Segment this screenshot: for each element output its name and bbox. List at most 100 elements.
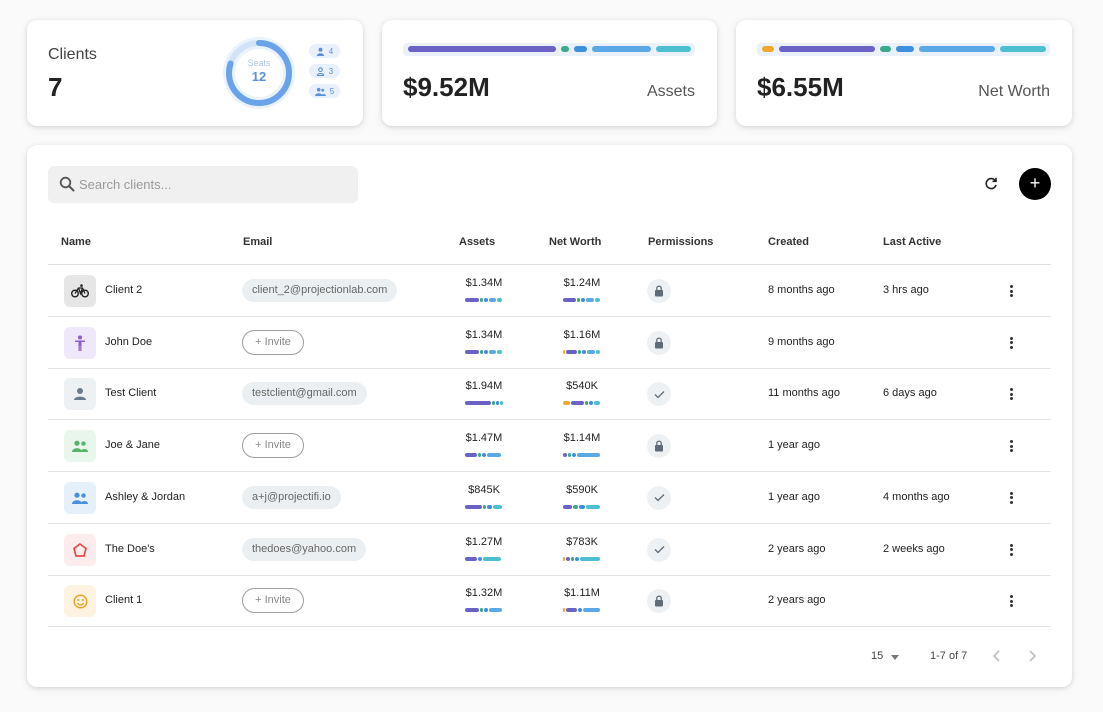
permission-granted-badge[interactable] xyxy=(647,537,671,562)
networth-allocation-bar xyxy=(757,43,1050,56)
invite-button[interactable]: + Invite xyxy=(242,433,304,459)
allocation-segment xyxy=(480,298,483,302)
last-active: 2 weeks ago xyxy=(883,542,945,555)
more-vert-icon[interactable] xyxy=(1005,542,1017,558)
networth-allocation-bar xyxy=(563,556,601,561)
table-row[interactable]: Ashley & Jordan a+j@projectifi.io $845K $59… xyxy=(48,472,1051,524)
add-client-button[interactable]: + xyxy=(1019,168,1051,200)
invite-button[interactable]: + Invite xyxy=(242,588,304,614)
allocation-segment xyxy=(496,401,499,406)
allocation-segment xyxy=(480,349,483,354)
allocation-segment xyxy=(465,556,477,561)
group-icon xyxy=(72,492,88,504)
table-row[interactable]: The Doe's thedoes@yahoo.com $1.27M $783K 2 y… xyxy=(48,524,1051,576)
assets-value: $1.34M xyxy=(465,328,503,341)
seats-ring-chart xyxy=(223,37,295,109)
permission-locked-badge[interactable] xyxy=(647,279,671,303)
client-name[interactable]: Ashley & Jordan xyxy=(105,490,186,503)
column-header-last-active[interactable]: Last Active xyxy=(883,236,942,248)
allocation-segment xyxy=(596,349,600,354)
allocation-segment xyxy=(577,453,600,458)
caret-down-icon[interactable] xyxy=(891,655,899,660)
assets-allocation-bar xyxy=(465,453,503,458)
column-header-email[interactable]: Email xyxy=(243,236,273,248)
client-name[interactable]: Joe & Jane xyxy=(105,439,161,452)
more-vert-icon[interactable] xyxy=(1005,438,1017,454)
allocation-segment xyxy=(465,453,477,458)
search-input[interactable] xyxy=(79,166,349,203)
avatar xyxy=(64,585,96,618)
allocation-segment xyxy=(578,608,582,613)
table-row[interactable]: Test Client testclient@gmail.com $1.94M $54… xyxy=(48,368,1051,421)
assets-allocation-bar xyxy=(465,349,503,354)
allocation-segment xyxy=(896,46,914,52)
assets-allocation-bar xyxy=(465,504,503,509)
bicycle-icon xyxy=(71,284,89,298)
more-vert-icon[interactable] xyxy=(1005,283,1017,299)
created-date: 2 years ago xyxy=(768,542,826,555)
avatar xyxy=(64,275,96,307)
table-row[interactable]: Joe & Jane + Invite $1.47M $1.14M 1 year ago xyxy=(48,420,1051,473)
allocation-segment xyxy=(779,46,875,52)
column-header-name[interactable]: Name xyxy=(61,236,91,248)
pagination-range: 1-7 of 7 xyxy=(930,650,968,662)
more-vert-icon[interactable] xyxy=(1005,593,1017,609)
refresh-icon[interactable] xyxy=(982,175,1000,193)
networth-value: $1.16M xyxy=(563,328,601,341)
created-date: 1 year ago xyxy=(768,490,820,503)
allocation-segment xyxy=(478,453,481,458)
column-header-permissions[interactable]: Permissions xyxy=(648,236,714,248)
allocation-segment xyxy=(497,298,502,302)
permission-locked-badge[interactable] xyxy=(647,330,671,355)
allocation-segment xyxy=(592,46,651,52)
allocation-segment xyxy=(483,504,486,509)
allocation-segment xyxy=(465,349,479,354)
allocation-segment xyxy=(465,298,479,302)
allocation-segment xyxy=(578,349,581,354)
group-icon xyxy=(314,87,326,96)
allocation-segment xyxy=(583,608,600,613)
seats-count: 12 xyxy=(251,69,267,84)
permission-locked-badge[interactable] xyxy=(647,589,671,614)
allocation-segment xyxy=(493,504,502,509)
allocation-segment xyxy=(563,453,567,458)
assets-label: Assets xyxy=(646,83,695,100)
allocation-segment xyxy=(483,556,501,561)
assets-allocation-bar xyxy=(403,43,695,56)
table-row[interactable]: John Doe + Invite $1.34M $1.16M 9 months ago xyxy=(48,317,1051,369)
client-name[interactable]: Client 1 xyxy=(105,594,143,607)
chevron-right-icon[interactable] xyxy=(1025,647,1039,665)
table-row[interactable]: Client 1 + Invite $1.32M $1.11M 2 years ago xyxy=(48,575,1051,628)
client-name[interactable]: The Doe's xyxy=(105,542,155,555)
allocation-segment xyxy=(484,608,488,613)
seat-chip-count: 3 xyxy=(328,66,334,76)
permission-granted-badge[interactable] xyxy=(647,485,671,510)
client-name[interactable]: Test Client xyxy=(105,387,157,400)
person-icon xyxy=(316,47,324,56)
more-vert-icon[interactable] xyxy=(1005,490,1017,506)
column-header-net-worth[interactable]: Net Worth xyxy=(549,236,602,248)
permission-locked-badge[interactable] xyxy=(647,434,671,459)
allocation-segment xyxy=(563,504,572,509)
allocation-segment xyxy=(1000,46,1046,52)
more-vert-icon[interactable] xyxy=(1005,335,1017,351)
permission-granted-badge[interactable] xyxy=(647,382,671,407)
invite-button[interactable]: + Invite xyxy=(242,329,304,355)
assets-total: $9.52M xyxy=(403,72,490,102)
column-header-created[interactable]: Created xyxy=(768,236,809,248)
more-vert-icon[interactable] xyxy=(1005,386,1017,402)
clients-label: Clients xyxy=(48,46,97,63)
seats-ring-fill xyxy=(226,40,292,106)
allocation-segment xyxy=(582,349,586,354)
chevron-left-icon[interactable] xyxy=(990,647,1004,665)
lock-icon xyxy=(655,337,663,349)
allocation-segment xyxy=(561,46,569,52)
allocation-segment xyxy=(585,401,588,406)
rows-per-page-select[interactable]: 15 xyxy=(871,650,884,662)
column-header-assets[interactable]: Assets xyxy=(459,236,496,248)
check-icon xyxy=(654,494,664,502)
client-name[interactable]: John Doe xyxy=(105,335,153,348)
networth-value: $1.11M xyxy=(564,587,600,600)
table-row[interactable]: Client 2 client_2@projectionlab.com $1.34M… xyxy=(48,265,1051,317)
client-name[interactable]: Client 2 xyxy=(105,284,143,296)
